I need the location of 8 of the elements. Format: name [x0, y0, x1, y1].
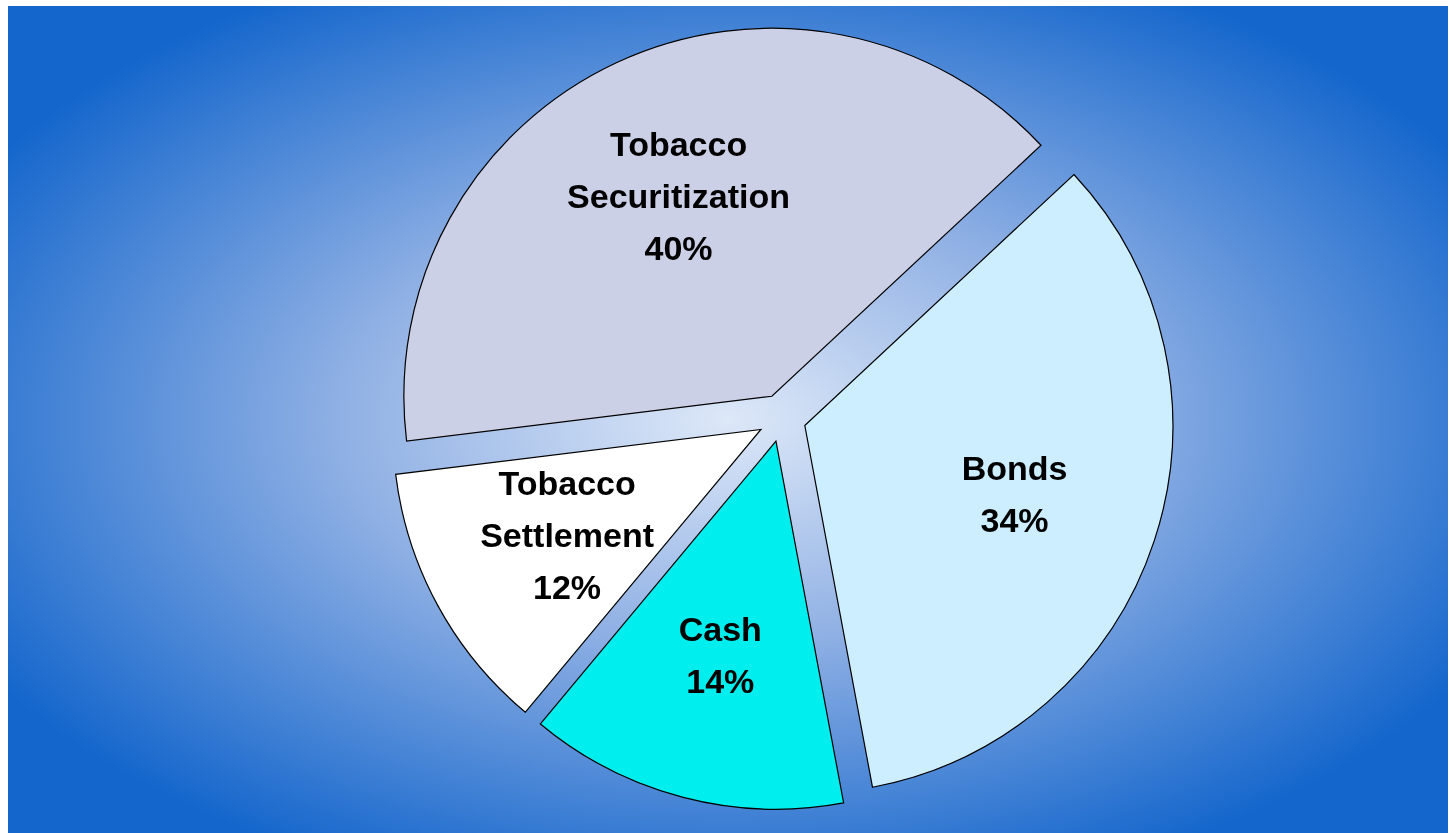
- slice-label: Bonds: [961, 449, 1068, 488]
- data-label: 14%: [686, 661, 755, 700]
- slice-label: Cash: [678, 609, 762, 648]
- data-label: 40%: [644, 229, 713, 268]
- slice-label: Tobacco Settlement: [480, 464, 654, 555]
- data-label: 12%: [533, 568, 602, 607]
- data-label: 34%: [980, 501, 1049, 540]
- slice-label: Tobacco Securitization: [567, 125, 791, 216]
